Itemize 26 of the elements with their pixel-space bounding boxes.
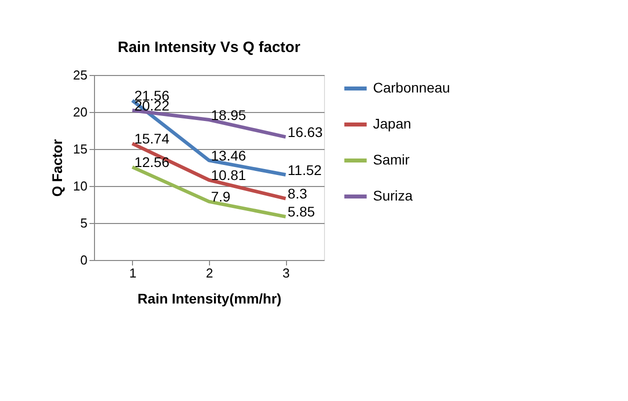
data-label: 13.46	[211, 147, 246, 164]
y-tick-label: 10	[73, 178, 88, 194]
data-label: 11.52	[288, 162, 322, 178]
data-label: 15.74	[134, 130, 170, 147]
y-tick-label: 15	[73, 142, 88, 156]
data-label: 5.85	[288, 204, 316, 220]
legend-label: Samir	[373, 152, 410, 168]
chart-title: Rain Intensity Vs Q factor	[118, 39, 300, 56]
y-axis-title: Q Factor	[49, 138, 66, 197]
data-label: 10.81	[211, 167, 246, 184]
x-tick-label: 1	[129, 266, 136, 280]
data-label: 18.95	[211, 106, 246, 123]
y-tick-label: 0	[80, 252, 88, 268]
data-label: 12.56	[134, 154, 170, 170]
y-tick-label: 5	[80, 216, 88, 230]
data-label: 16.63	[288, 124, 323, 140]
x-tick-label: 2	[206, 266, 214, 280]
y-tick-label: 25	[73, 68, 88, 82]
data-label: 7.9	[211, 188, 231, 205]
y-tick-label: 20	[73, 104, 88, 120]
data-label: 8.3	[288, 186, 308, 202]
legend-label: Suriza	[373, 188, 413, 204]
legend-label: Carbonneau	[373, 80, 450, 96]
legend-label: Japan	[373, 116, 412, 132]
x-tick-label: 3	[282, 266, 290, 280]
x-axis-title: Rain Intensity(mm/hr)	[138, 290, 282, 306]
